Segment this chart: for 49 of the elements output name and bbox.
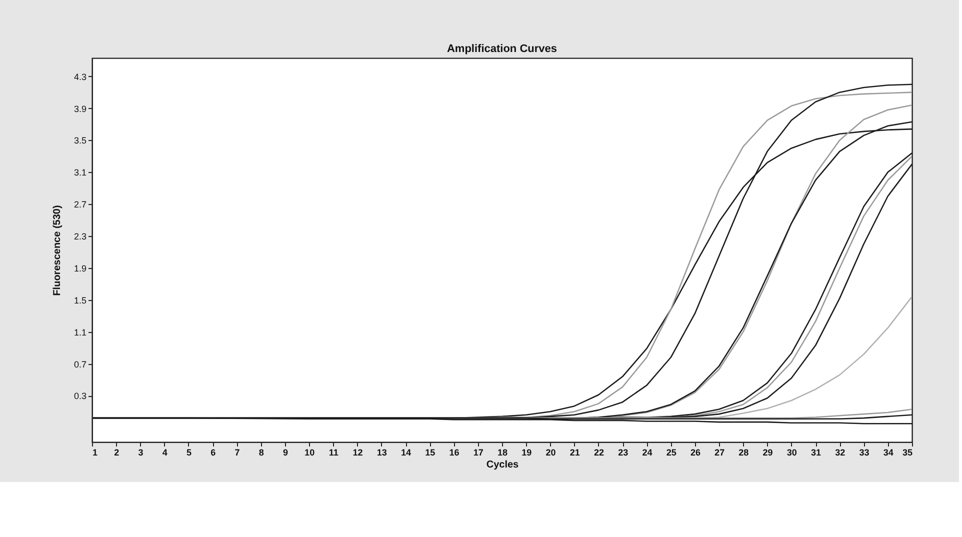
x-tick-label: 28 bbox=[738, 448, 749, 458]
x-tick-label: 20 bbox=[546, 448, 556, 458]
x-tick-label: 18 bbox=[497, 448, 508, 458]
x-tick-label: 13 bbox=[376, 448, 387, 458]
x-tick-label: 3 bbox=[138, 448, 144, 458]
x-tick-label: 19 bbox=[522, 448, 532, 458]
x-tick-label: 5 bbox=[186, 448, 192, 458]
x-tick-label: 4 bbox=[162, 448, 168, 458]
x-tick-label: 26 bbox=[690, 448, 700, 458]
y-tick-label: 1.5 bbox=[74, 295, 86, 306]
x-tick-label: 8 bbox=[258, 448, 264, 458]
y-tick-label: 4.3 bbox=[74, 72, 86, 82]
x-tick-label: 14 bbox=[401, 448, 412, 458]
x-tick-label: 30 bbox=[786, 448, 797, 458]
chart-title: Amplification Curves bbox=[446, 43, 558, 55]
x-tick-label: 2 bbox=[114, 448, 120, 458]
x-tick-label: 27 bbox=[714, 448, 725, 458]
x-tick-label: 35 bbox=[902, 448, 912, 458]
x-tick-label: 22 bbox=[594, 448, 604, 458]
x-tick-label: 6 bbox=[210, 448, 216, 458]
x-tick-label: 7 bbox=[234, 448, 240, 458]
y-tick-label: 0.3 bbox=[74, 391, 86, 402]
x-tick-label: 12 bbox=[352, 448, 363, 458]
y-tick-label: 3.1 bbox=[74, 168, 86, 178]
y-axis-title: Fluorescence (530) bbox=[52, 205, 63, 296]
y-tick-label: 3.5 bbox=[74, 136, 86, 146]
x-tick-label: 29 bbox=[762, 448, 773, 458]
x-tick-label: 24 bbox=[642, 448, 652, 458]
x-tick-label: 10 bbox=[304, 448, 315, 458]
x-tick-label: 23 bbox=[618, 448, 628, 458]
x-tick-label: 11 bbox=[328, 448, 338, 458]
x-tick-label: 21 bbox=[570, 448, 580, 458]
x-tick-label: 17 bbox=[473, 448, 484, 458]
x-tick-label: 25 bbox=[666, 448, 676, 458]
y-tick-label: 1.1 bbox=[74, 327, 86, 338]
y-tick-label: 2.7 bbox=[74, 200, 86, 210]
x-tick-label: 9 bbox=[282, 448, 288, 458]
y-tick-label: 2.3 bbox=[74, 232, 86, 242]
x-tick-label: 32 bbox=[835, 448, 846, 458]
x-axis-title: Cycles bbox=[486, 460, 520, 470]
y-tick-label: 0.7 bbox=[74, 359, 86, 370]
y-tick-label: 1.9 bbox=[74, 263, 86, 274]
y-tick-label: 3.9 bbox=[74, 104, 86, 114]
x-tick-label: 16 bbox=[449, 448, 460, 458]
x-tick-label: 31 bbox=[811, 448, 822, 458]
x-tick-label: 15 bbox=[425, 448, 436, 458]
x-tick-label: 33 bbox=[859, 448, 870, 458]
x-tick-label: 34 bbox=[883, 448, 894, 458]
x-tick-label: 1 bbox=[92, 448, 98, 458]
